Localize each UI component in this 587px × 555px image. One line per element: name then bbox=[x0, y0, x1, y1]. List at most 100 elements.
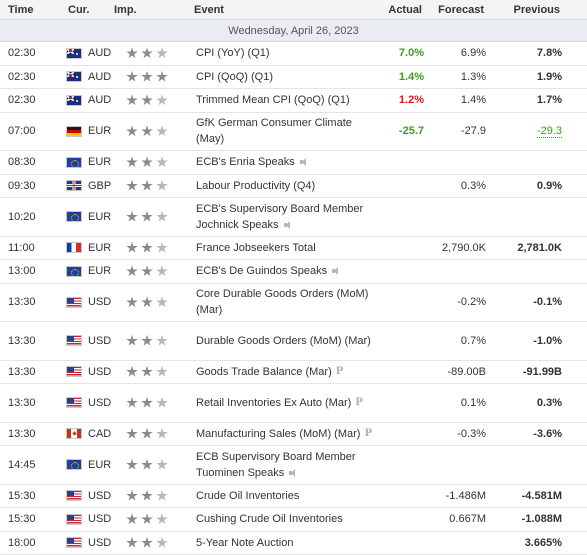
header-event[interactable]: Event bbox=[194, 3, 224, 16]
flag-eu-icon bbox=[66, 265, 84, 277]
table-row[interactable]: 13:30 USD Goods Trade Balance (Mar) P -89.00… bbox=[0, 361, 587, 384]
table-row[interactable]: 07:00 EUR GfK German Consumer Climate (May… bbox=[0, 113, 587, 151]
event-previous: 0.9% bbox=[486, 180, 562, 192]
star-icon bbox=[141, 365, 153, 377]
event-title[interactable]: ECB's Enria Speaks bbox=[196, 156, 295, 169]
flag-us-image bbox=[66, 366, 82, 378]
table-row[interactable]: 11:00 EUR France Jobseekers Total 2,790.0K 2… bbox=[0, 237, 587, 260]
header-importance[interactable]: Imp. bbox=[114, 3, 137, 16]
event-forecast: 6.9% bbox=[460, 47, 486, 60]
event-actual: 1.2% bbox=[398, 94, 424, 107]
event-forecast: 0.3% bbox=[460, 179, 486, 192]
star-icon bbox=[126, 536, 138, 548]
event-name[interactable]: 5-Year Note Auction bbox=[196, 535, 376, 551]
event-time: 13:30 bbox=[8, 296, 36, 309]
star-icon bbox=[156, 47, 168, 59]
event-name[interactable]: Retail Inventories Ex Auto (Mar) P bbox=[196, 395, 376, 411]
star-icon bbox=[141, 179, 153, 191]
event-title[interactable]: CPI (YoY) (Q1) bbox=[196, 47, 270, 60]
event-actual: -25.7 bbox=[398, 125, 424, 138]
flag-ca-icon bbox=[66, 428, 84, 440]
table-row[interactable]: 15:30 USD Crude Oil Inventories -1.486M -4.5… bbox=[0, 485, 587, 508]
table-row[interactable]: 02:30 AUD CPI (QoQ) (Q1) 1.4% 1.3% 1.9% bbox=[0, 66, 587, 89]
table-row[interactable]: 14:45 EUR ECB Supervisory Board Member Tuo… bbox=[0, 446, 587, 485]
event-title[interactable]: France Jobseekers Total bbox=[196, 241, 316, 254]
event-time: 14:45 bbox=[8, 458, 36, 471]
table-row[interactable]: 02:30 AUD Trimmed Mean CPI (QoQ) (Q1) 1.2% 1… bbox=[0, 89, 587, 113]
event-currency: CAD bbox=[88, 427, 112, 440]
table-row[interactable]: 13:30 USD Retail Inventories Ex Auto (Mar)… bbox=[0, 384, 587, 423]
event-currency: AUD bbox=[88, 47, 112, 60]
table-row[interactable]: 13:30 CAD Manufacturing Sales (MoM) (Mar) P… bbox=[0, 423, 587, 446]
event-title[interactable]: CPI (QoQ) (Q1) bbox=[196, 70, 274, 83]
speech-icon bbox=[288, 468, 298, 478]
event-title[interactable]: Retail Inventories Ex Auto (Mar) bbox=[196, 396, 352, 409]
header-forecast[interactable]: Forecast bbox=[438, 3, 484, 16]
event-title[interactable]: Trimmed Mean CPI (QoQ) (Q1) bbox=[196, 94, 350, 107]
star-icon bbox=[126, 365, 138, 377]
star-icon bbox=[126, 94, 138, 106]
event-name[interactable]: Cushing Crude Oil Inventories bbox=[196, 511, 376, 527]
event-name[interactable]: Manufacturing Sales (MoM) (Mar) P bbox=[196, 426, 376, 442]
event-name[interactable]: Crude Oil Inventories bbox=[196, 488, 376, 504]
header-time[interactable]: Time bbox=[8, 3, 34, 16]
event-name[interactable]: Labour Productivity (Q4) bbox=[196, 178, 376, 194]
star-icon bbox=[156, 334, 168, 346]
event-title[interactable]: Crude Oil Inventories bbox=[196, 489, 300, 502]
event-name[interactable]: France Jobseekers Total bbox=[196, 240, 376, 256]
event-title[interactable]: ECB's De Guindos Speaks bbox=[196, 265, 328, 278]
event-name[interactable]: ECB's Supervisory Board Member Jochnick … bbox=[196, 201, 376, 233]
event-name[interactable]: ECB Supervisory Board Member Tuominen Sp… bbox=[196, 449, 376, 481]
event-title[interactable]: ECB's Supervisory Board Member Jochnick … bbox=[196, 202, 364, 231]
flag-eu-image bbox=[66, 211, 82, 223]
star-icon bbox=[141, 489, 153, 501]
event-name[interactable]: ECB's De Guindos Speaks bbox=[196, 263, 376, 279]
event-currency: EUR bbox=[88, 265, 112, 278]
event-name[interactable]: CPI (QoQ) (Q1) bbox=[196, 69, 376, 85]
flag-us-image bbox=[66, 513, 82, 525]
event-title[interactable]: Cushing Crude Oil Inventories bbox=[196, 513, 343, 526]
event-title[interactable]: Manufacturing Sales (MoM) (Mar) bbox=[196, 427, 361, 440]
importance-stars bbox=[114, 536, 196, 549]
event-previous: 7.8% bbox=[486, 47, 562, 59]
event-currency: EUR bbox=[88, 241, 112, 254]
header-previous[interactable]: Previous bbox=[513, 3, 560, 16]
previous-value: 1.7% bbox=[536, 94, 562, 107]
event-currency: AUD bbox=[88, 70, 112, 83]
event-currency: USD bbox=[88, 536, 112, 549]
header-actual[interactable]: Actual bbox=[388, 3, 422, 16]
event-title[interactable]: ECB Supervisory Board Member Tuominen Sp… bbox=[196, 450, 356, 479]
table-row[interactable]: 10:20 EUR ECB's Supervisory Board Member J… bbox=[0, 198, 587, 237]
table-row[interactable]: 08:30 EUR ECB's Enria Speaks bbox=[0, 151, 587, 175]
flag-fr-icon bbox=[66, 242, 84, 254]
event-title[interactable]: GfK German Consumer Climate (May) bbox=[196, 117, 352, 146]
table-row[interactable]: 18:00 USD 5-Year Note Auction 3.665% bbox=[0, 532, 587, 555]
flag-us-icon bbox=[66, 335, 84, 347]
event-name[interactable]: ECB's Enria Speaks bbox=[196, 154, 376, 170]
date-divider: Wednesday, April 26, 2023 bbox=[0, 20, 587, 42]
table-row[interactable]: 13:30 USD Durable Goods Orders (MoM) (Mar)… bbox=[0, 322, 587, 361]
event-name[interactable]: Trimmed Mean CPI (QoQ) (Q1) bbox=[196, 92, 376, 108]
event-title[interactable]: Labour Productivity (Q4) bbox=[196, 179, 316, 192]
table-row[interactable]: 15:30 USD Cushing Crude Oil Inventories 0.6… bbox=[0, 508, 587, 532]
flag-au-icon bbox=[66, 71, 84, 83]
event-title[interactable]: Core Durable Goods Orders (MoM) (Mar) bbox=[196, 288, 369, 317]
event-name[interactable]: GfK German Consumer Climate (May) bbox=[196, 115, 376, 147]
event-forecast: -1.486M bbox=[445, 489, 486, 502]
event-name[interactable]: Durable Goods Orders (MoM) (Mar) bbox=[196, 333, 376, 349]
importance-stars bbox=[114, 125, 196, 137]
event-name[interactable]: CPI (YoY) (Q1) bbox=[196, 45, 376, 61]
event-title[interactable]: Goods Trade Balance (Mar) bbox=[196, 365, 332, 378]
table-row[interactable]: 09:30 GBP Labour Productivity (Q4) 0.3% 0.9% bbox=[0, 175, 587, 198]
event-name[interactable]: Core Durable Goods Orders (MoM) (Mar) bbox=[196, 286, 376, 318]
event-title[interactable]: Durable Goods Orders (MoM) (Mar) bbox=[196, 334, 371, 347]
event-forecast: -27.9 bbox=[460, 125, 486, 138]
table-row[interactable]: 13:00 EUR ECB's De Guindos Speaks bbox=[0, 260, 587, 284]
table-row[interactable]: 02:30 AUD CPI (YoY) (Q1) 7.0% 6.9% 7.8% bbox=[0, 42, 587, 66]
header-currency[interactable]: Cur. bbox=[68, 3, 90, 16]
flag-fr-image bbox=[66, 242, 82, 254]
table-row[interactable]: 13:30 USD Core Durable Goods Orders (MoM) … bbox=[0, 284, 587, 322]
event-time: 11:00 bbox=[8, 241, 35, 254]
event-name[interactable]: Goods Trade Balance (Mar) P bbox=[196, 364, 376, 380]
event-title[interactable]: 5-Year Note Auction bbox=[196, 536, 294, 549]
